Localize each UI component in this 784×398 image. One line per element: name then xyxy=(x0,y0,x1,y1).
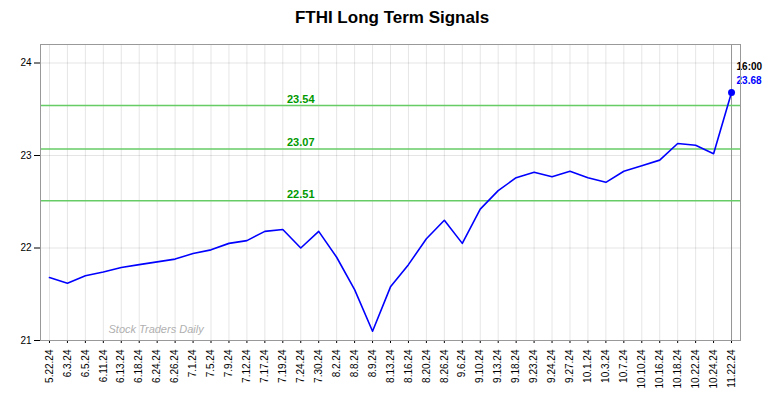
svg-text:9.10.24: 9.10.24 xyxy=(474,349,485,383)
svg-text:21: 21 xyxy=(20,335,32,346)
svg-text:Stock Traders Daily: Stock Traders Daily xyxy=(109,323,206,335)
svg-text:8.13.24: 8.13.24 xyxy=(385,349,396,383)
svg-text:7.30.24: 7.30.24 xyxy=(313,349,324,383)
svg-text:10.3.24: 10.3.24 xyxy=(600,349,611,383)
svg-text:6.13.24: 6.13.24 xyxy=(115,349,126,383)
svg-text:10.22.24: 10.22.24 xyxy=(690,349,701,388)
svg-text:6.24.24: 6.24.24 xyxy=(151,349,162,383)
svg-text:9.27.24: 9.27.24 xyxy=(564,349,575,383)
svg-text:9.13.24: 9.13.24 xyxy=(492,349,503,383)
html-text:FTHI Long Term Signals: FTHI Long Term Signals xyxy=(294,8,490,27)
svg-text:23: 23 xyxy=(20,150,32,161)
svg-text:7.19.24: 7.19.24 xyxy=(277,349,288,383)
svg-text:8.26.24: 8.26.24 xyxy=(439,349,450,383)
svg-text:7.5.24: 7.5.24 xyxy=(205,349,216,377)
svg-text:22: 22 xyxy=(20,242,32,253)
svg-text:7.17.24: 7.17.24 xyxy=(259,349,270,383)
svg-text:7.9.24: 7.9.24 xyxy=(223,349,234,377)
svg-text:10.18.24: 10.18.24 xyxy=(672,349,683,388)
svg-text:10.24.24: 10.24.24 xyxy=(708,349,719,388)
svg-text:11.22.24: 11.22.24 xyxy=(726,349,737,388)
svg-text:8.16.24: 8.16.24 xyxy=(403,349,414,383)
svg-text:22.51: 22.51 xyxy=(287,188,315,200)
svg-text:6.11.24: 6.11.24 xyxy=(98,349,109,382)
svg-text:5.22.24: 5.22.24 xyxy=(44,349,55,383)
svg-text:8.8.24: 8.8.24 xyxy=(349,349,360,377)
svg-text:10.10.24: 10.10.24 xyxy=(636,349,647,388)
svg-text:6.5.24: 6.5.24 xyxy=(80,349,91,377)
svg-text:23.07: 23.07 xyxy=(287,136,315,148)
svg-text:7.1.24: 7.1.24 xyxy=(187,349,198,377)
svg-text:9.6.24: 9.6.24 xyxy=(456,349,467,377)
svg-text:16:00: 16:00 xyxy=(736,60,763,72)
svg-text:8.9.24: 8.9.24 xyxy=(367,349,378,377)
svg-text:9.24.24: 9.24.24 xyxy=(546,349,557,383)
svg-text:8.20.24: 8.20.24 xyxy=(421,349,432,383)
svg-text:6.18.24: 6.18.24 xyxy=(133,349,144,383)
svg-text:10.16.24: 10.16.24 xyxy=(654,349,665,388)
svg-text:8.2.24: 8.2.24 xyxy=(331,349,342,377)
svg-text:24: 24 xyxy=(20,57,32,68)
svg-text:23.68: 23.68 xyxy=(736,74,762,86)
svg-text:7.24.24: 7.24.24 xyxy=(295,349,306,383)
svg-text:10.7.24: 10.7.24 xyxy=(618,349,629,383)
svg-text:6.26.24: 6.26.24 xyxy=(169,349,180,383)
svg-text:9.23.24: 9.23.24 xyxy=(528,349,539,383)
svg-text:7.12.24: 7.12.24 xyxy=(241,349,252,383)
svg-text:23.54: 23.54 xyxy=(287,93,315,105)
svg-text:9.18.24: 9.18.24 xyxy=(510,349,521,383)
svg-text:6.3.24: 6.3.24 xyxy=(62,349,73,377)
svg-text:10.1.24: 10.1.24 xyxy=(582,349,593,383)
